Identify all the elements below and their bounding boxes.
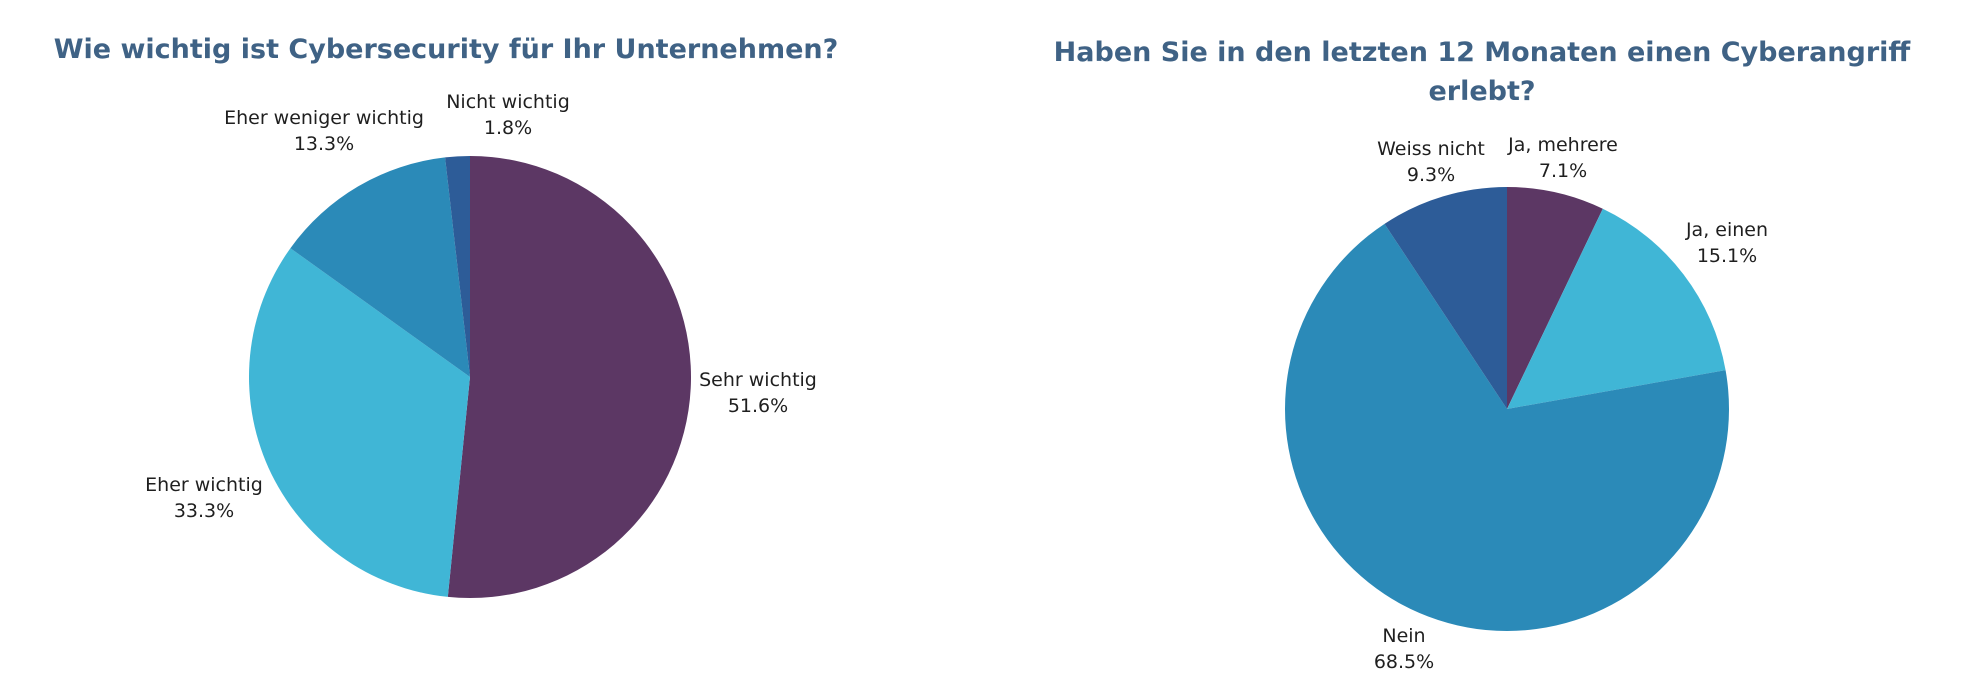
slice-label-cyberattack-ja-mehrere: Ja, mehrere [1507, 134, 1618, 156]
pie-labels-importance: Sehr wichtig 51.6% Eher wichtig 33.3% Eher w… [145, 91, 817, 522]
pie-slice-importance-sehr-wichtig [447, 156, 692, 598]
slice-value-importance-sehr-wichtig: 51.6% [728, 395, 788, 417]
pie-slice-cyberattack-ja-mehrere [1507, 187, 1603, 409]
pie-slices-cyberattack [1285, 187, 1729, 632]
chart-title-cyberattack-line-1: Haben Sie in den letzten 12 Monaten eine… [1054, 37, 1912, 68]
pie-chart-importance: Wie wichtig ist Cybersecurity für Ihr Un… [54, 34, 839, 598]
slice-value-cyberattack-ja-mehrere: 7.1% [1539, 160, 1587, 182]
pie-slices-importance [249, 156, 692, 598]
pie-slice-cyberattack-nein [1285, 223, 1729, 632]
slice-label-importance-eher-weniger-wichtig: Eher weniger wichtig [224, 107, 424, 129]
slice-label-importance-nicht-wichtig: Nicht wichtig [446, 91, 570, 113]
slice-value-importance-eher-wichtig: 33.3% [174, 500, 234, 522]
slice-value-importance-eher-weniger-wichtig: 13.3% [294, 133, 354, 155]
slice-value-cyberattack-nein: 68.5% [1374, 651, 1434, 673]
slice-label-cyberattack-ja-einen: Ja, einen [1685, 219, 1768, 241]
pie-slice-importance-eher-weniger-wichtig [290, 157, 470, 377]
slice-label-importance-eher-wichtig: Eher wichtig [145, 474, 263, 496]
slice-value-importance-nicht-wichtig: 1.8% [484, 117, 532, 139]
slice-value-cyberattack-weiss-nicht: 9.3% [1407, 164, 1455, 186]
pie-chart-cyberattack: Haben Sie in den letzten 12 Monaten eine… [1054, 37, 1912, 673]
slice-label-importance-sehr-wichtig: Sehr wichtig [699, 369, 817, 391]
pie-slice-cyberattack-ja-einen [1507, 208, 1726, 409]
pie-slice-importance-eher-wichtig [249, 248, 470, 597]
slice-label-cyberattack-weiss-nicht: Weiss nicht [1377, 138, 1485, 160]
slice-label-cyberattack-nein: Nein [1382, 625, 1425, 647]
pie-slice-importance-nicht-wichtig [445, 156, 470, 377]
chart-title-importance: Wie wichtig ist Cybersecurity für Ihr Un… [54, 34, 839, 65]
pie-slice-cyberattack-weiss-nicht [1384, 187, 1507, 409]
chart-title-cyberattack-line-2: erlebt? [1428, 76, 1535, 107]
slice-value-cyberattack-ja-einen: 15.1% [1697, 245, 1757, 267]
pie-labels-cyberattack: Ja, mehrere 7.1% Ja, einen 15.1% Nein 68.5% We… [1374, 134, 1768, 673]
